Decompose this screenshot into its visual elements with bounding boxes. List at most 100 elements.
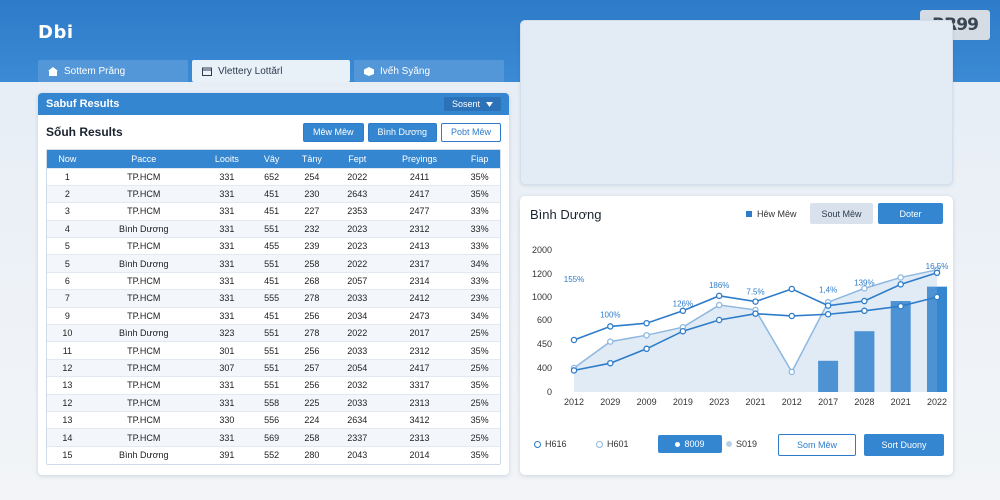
- table-cell: 331: [199, 184, 255, 203]
- table-row[interactable]: 13 TP.HCM 330 556 224 2634 3412 35%: [47, 410, 500, 429]
- table-cell: 225: [289, 393, 335, 412]
- nav-tab-2[interactable]: Vlettery Lottărl: [192, 60, 350, 82]
- legend-swatch: [746, 211, 752, 217]
- table-cell: 256: [289, 376, 335, 395]
- table-cell: 25%: [459, 324, 500, 342]
- table-cell: 551: [254, 376, 290, 395]
- table-row[interactable]: 9 TP.HCM 331 451 256 2034 2473 34%: [47, 306, 500, 325]
- table-cell: 2022: [334, 167, 380, 186]
- series-point: [715, 292, 723, 300]
- column-header[interactable]: Fiap: [459, 150, 500, 168]
- bar: [890, 301, 911, 392]
- x-tick-label: 2022: [927, 397, 947, 407]
- series-point: [715, 316, 723, 324]
- table-cell: 555: [254, 289, 290, 308]
- table-cell: 2033: [334, 341, 380, 360]
- chart-footer: H616 H601 8009 S019 Som Mêw Sort Duony: [530, 434, 945, 458]
- table-row[interactable]: 14 TP.HCM 331 569 258 2337 2313 25%: [47, 428, 500, 447]
- column-header[interactable]: Fept: [334, 150, 380, 168]
- footer-secondary-button[interactable]: Som Mêw: [778, 434, 856, 456]
- table-row[interactable]: 10 Bình Dương 323 551 278 2022 2017 25%: [47, 324, 500, 342]
- table-row[interactable]: 5 TP.HCM 331 455 239 2023 2413 33%: [47, 237, 500, 255]
- footer-primary-button[interactable]: Sort Duony: [864, 434, 944, 456]
- nav-tab-label: Vlettery Lottărl: [218, 65, 283, 77]
- y-tick-label: 0: [547, 387, 552, 397]
- table-row[interactable]: 11 TP.HCM 301 551 256 2033 2312 35%: [47, 341, 500, 360]
- area-point: [861, 285, 868, 292]
- table-cell: 331: [199, 167, 255, 186]
- footer-legend-4[interactable]: S019: [726, 439, 757, 449]
- x-tick-label: 2012: [782, 397, 802, 407]
- app-logo[interactable]: Dbi: [38, 22, 74, 43]
- table-cell: 331: [199, 376, 255, 395]
- table-cell: 2022: [334, 254, 380, 273]
- table-row[interactable]: 3 TP.HCM 331 451 227 2353 2477 33%: [47, 202, 500, 221]
- table-cell: 556: [254, 410, 290, 429]
- column-header[interactable]: Preyings: [379, 150, 460, 168]
- footer-legend-1[interactable]: H616: [534, 439, 567, 449]
- series-point: [643, 319, 650, 327]
- table-row[interactable]: 2 TP.HCM 331 451 230 2643 2417 35%: [47, 184, 500, 203]
- nav-tab-1[interactable]: Sottem Prăng: [38, 60, 188, 82]
- table-cell: 268: [289, 271, 335, 290]
- table-cell: 2033: [334, 289, 380, 308]
- table-cell: 3: [47, 202, 88, 221]
- table-row[interactable]: 12 TP.HCM 331 558 225 2033 2313 25%: [47, 393, 500, 412]
- footer-legend-3[interactable]: 8009: [658, 435, 722, 453]
- chart-primary-button[interactable]: Doter: [878, 203, 943, 224]
- nav-tab-3[interactable]: Ivếh Syăng: [354, 60, 504, 82]
- table-row[interactable]: 1 TP.HCM 331 652 254 2022 2411 35%: [47, 167, 500, 186]
- sort-dropdown[interactable]: Sosent: [443, 97, 501, 111]
- column-header[interactable]: Looits: [199, 150, 255, 168]
- table-row[interactable]: 5 Bình Dương 331 551 258 2022 2317 34%: [47, 254, 500, 273]
- column-header[interactable]: Pacce: [87, 150, 200, 168]
- table-cell: TP.HCM: [87, 237, 200, 255]
- table-row[interactable]: 4 Bình Dương 331 551 232 2023 2312 33%: [47, 219, 500, 238]
- table-cell: TP.HCM: [87, 358, 200, 377]
- results-panel-title: Sabuf Results: [46, 98, 120, 110]
- column-header[interactable]: Tảny: [289, 150, 335, 168]
- table-cell: TP.HCM: [87, 202, 200, 221]
- y-tick-label: 2000: [532, 245, 552, 255]
- table-cell: 256: [289, 341, 335, 360]
- table-cell: 278: [289, 324, 335, 342]
- table-cell: 258: [289, 254, 335, 273]
- table-cell: 230: [289, 184, 335, 203]
- series-point: [788, 312, 796, 320]
- filter-button-3[interactable]: Pobt Mêw: [440, 122, 501, 142]
- table-cell: 2023: [334, 219, 380, 238]
- table-cell: 391: [199, 445, 255, 464]
- column-header[interactable]: Now: [47, 150, 88, 168]
- x-tick-label: 2021: [891, 397, 911, 407]
- table-cell: 6: [47, 271, 88, 290]
- x-tick-label: 2012: [564, 397, 584, 407]
- footer-legend-2[interactable]: H601: [596, 439, 629, 449]
- x-tick-label: 2009: [637, 397, 657, 407]
- table-cell: 2337: [334, 428, 380, 447]
- table-row[interactable]: 13 TP.HCM 331 551 256 2032 3317 35%: [47, 376, 500, 395]
- table-cell: 451: [254, 202, 290, 221]
- x-tick-label: 2021: [745, 397, 765, 407]
- series-point: [752, 310, 759, 317]
- column-header[interactable]: Vây: [254, 150, 290, 168]
- table-cell: 7: [47, 289, 88, 308]
- series-point: [679, 307, 687, 315]
- table-row[interactable]: 12 TP.HCM 307 551 257 2054 2417 25%: [47, 358, 500, 377]
- table-cell: 2022: [334, 324, 380, 342]
- table-cell: 35%: [459, 341, 500, 360]
- data-label: 7.5%: [746, 288, 764, 297]
- chart-secondary-button[interactable]: Sout Mêw: [810, 203, 873, 224]
- table-row[interactable]: 7 TP.HCM 331 555 278 2033 2412 23%: [47, 289, 500, 308]
- table-cell: 2014: [379, 445, 460, 464]
- table-row[interactable]: 6 TP.HCM 331 451 268 2057 2314 33%: [47, 271, 500, 290]
- series-point: [570, 336, 578, 344]
- table-cell: 280: [289, 445, 335, 464]
- filter-button-2[interactable]: Bình Dương: [367, 122, 437, 142]
- data-label: 126%: [673, 299, 693, 308]
- table-cell: 254: [289, 167, 335, 186]
- table-cell: 331: [199, 271, 255, 290]
- table-body: 1 TP.HCM 331 652 254 2022 2411 35% 2 TP.HCM 331 451…: [47, 167, 500, 464]
- filter-button-1[interactable]: Mêw Mêw: [303, 122, 364, 142]
- table-row[interactable]: 15 Bình Dương 391 552 280 2043 2014 35%: [47, 445, 500, 464]
